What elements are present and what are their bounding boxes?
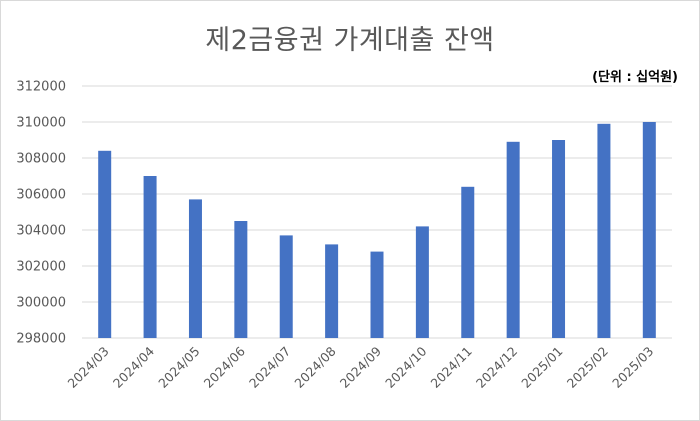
- x-tick-label: 2024/04: [110, 343, 157, 390]
- x-tick-label: 2024/11: [428, 344, 475, 391]
- bar-2025-01: [552, 140, 566, 338]
- bar-2025-03: [642, 122, 656, 338]
- y-tick-label: 306000: [16, 188, 66, 203]
- x-tick-label: 2024/07: [246, 344, 293, 391]
- y-axis-ticks: 298000 300000 302000 304000 306000 308000 3100…: [16, 80, 66, 347]
- bar-2024-04: [143, 176, 157, 338]
- bar-2024-09: [370, 251, 384, 338]
- chart-title: 제2금융권 가계대출 잔액: [205, 25, 495, 56]
- bar-2024-05: [188, 199, 202, 338]
- bar-2024-07: [279, 235, 293, 338]
- y-tick-label: 300000: [16, 296, 66, 311]
- y-tick-label: 298000: [16, 332, 66, 347]
- gridlines: [82, 85, 672, 339]
- bar-2025-02: [597, 123, 611, 338]
- x-tick-label: 2024/05: [155, 344, 202, 391]
- y-tick-label: 302000: [16, 260, 66, 275]
- x-tick-label: 2024/08: [291, 343, 338, 390]
- x-tick-label: 2024/09: [337, 343, 384, 390]
- y-tick-label: 310000: [16, 116, 66, 131]
- x-tick-label: 2024/12: [473, 344, 520, 391]
- bars: [98, 122, 656, 338]
- y-tick-label: 308000: [16, 152, 66, 167]
- bar-2024-10: [415, 226, 429, 338]
- y-tick-label: 304000: [16, 224, 66, 239]
- bar-2024-08: [325, 244, 339, 338]
- x-tick-label: 2025/01: [518, 344, 565, 391]
- unit-note: (단위 : 십억원): [592, 70, 678, 85]
- x-tick-label: 2025/02: [564, 344, 611, 391]
- x-tick-label: 2024/06: [201, 343, 248, 390]
- x-tick-label: 2024/03: [64, 344, 111, 391]
- x-axis-ticks: 2024/032024/042024/052024/062024/072024/…: [64, 343, 656, 390]
- bar-2024-11: [461, 186, 475, 338]
- x-tick-label: 2024/10: [382, 343, 429, 390]
- y-tick-label: 312000: [16, 80, 66, 95]
- bar-2024-06: [234, 221, 248, 338]
- bar-2024-12: [506, 141, 520, 338]
- bar-2024-03: [98, 150, 112, 338]
- x-tick-label: 2025/03: [609, 344, 656, 391]
